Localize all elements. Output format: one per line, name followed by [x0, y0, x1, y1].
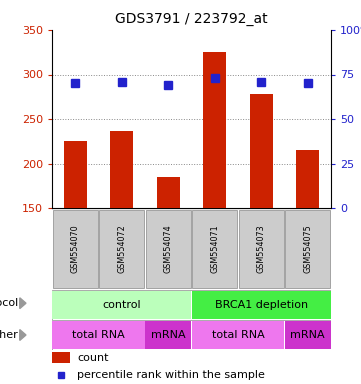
Bar	[249, 94, 273, 208]
Bar	[286, 210, 330, 288]
Bar	[52, 291, 191, 319]
Text: protocol: protocol	[0, 298, 18, 308]
Bar	[157, 177, 180, 208]
Bar	[99, 210, 144, 288]
Bar	[203, 52, 226, 208]
Text: mRNA: mRNA	[291, 330, 325, 340]
Bar	[296, 150, 319, 208]
Text: BRCA1 depletion: BRCA1 depletion	[215, 300, 308, 310]
Bar	[53, 210, 97, 288]
Text: total RNA: total RNA	[72, 330, 125, 340]
Bar	[145, 321, 191, 349]
Text: other: other	[0, 330, 18, 340]
Text: percentile rank within the sample: percentile rank within the sample	[77, 370, 265, 380]
Text: control: control	[103, 300, 141, 310]
Title: GDS3791 / 223792_at: GDS3791 / 223792_at	[115, 12, 268, 26]
Text: total RNA: total RNA	[212, 330, 264, 340]
Bar	[239, 210, 284, 288]
Text: GSM554074: GSM554074	[164, 225, 173, 273]
Bar	[192, 321, 284, 349]
Bar	[146, 210, 191, 288]
Text: GSM554073: GSM554073	[257, 225, 266, 273]
Bar	[52, 321, 144, 349]
Text: mRNA: mRNA	[151, 330, 186, 340]
Bar	[52, 352, 70, 363]
Text: count: count	[77, 353, 109, 363]
Polygon shape	[20, 329, 26, 340]
Text: GSM554072: GSM554072	[117, 225, 126, 273]
Bar	[64, 141, 87, 208]
Bar	[285, 321, 331, 349]
Text: GSM554070: GSM554070	[71, 225, 80, 273]
Polygon shape	[20, 298, 26, 309]
Text: GSM554071: GSM554071	[210, 225, 219, 273]
Text: GSM554075: GSM554075	[303, 225, 312, 273]
Bar	[192, 291, 331, 319]
Bar	[192, 210, 237, 288]
Bar	[110, 131, 133, 208]
